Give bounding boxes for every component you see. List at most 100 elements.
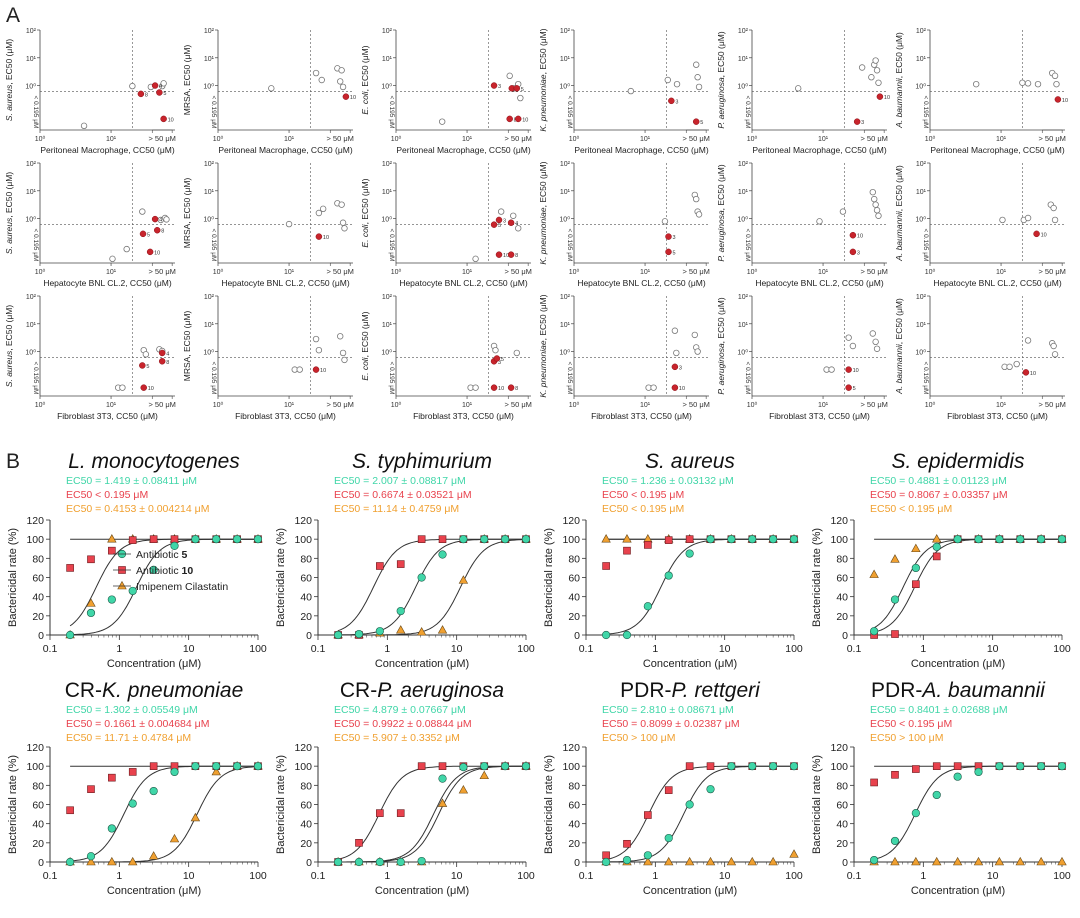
red-point xyxy=(139,362,146,369)
open-point xyxy=(296,366,303,373)
point-label: 3 xyxy=(857,250,860,256)
y-tick-label: 10² xyxy=(560,28,571,35)
antibiotic-5-marker xyxy=(375,627,384,636)
antibiotic-10-marker xyxy=(170,535,179,543)
y-tick-label: 40 xyxy=(836,819,848,831)
open-point xyxy=(319,205,327,213)
y-tick-label: 10⁰ xyxy=(381,349,392,357)
x-tick-label: 10 xyxy=(451,643,463,655)
y-axis-label: K. pneumoniae, EC50 (μM) xyxy=(538,28,548,131)
legend-label: Imipenem Cilastatin xyxy=(136,581,228,593)
ec50-label: EC50 = 0.1661 ± 0.004684 μM xyxy=(66,718,209,730)
y-tick-label: 120 xyxy=(26,742,44,754)
point-label: 10 xyxy=(320,368,326,374)
red-point xyxy=(137,90,145,98)
open-point xyxy=(472,384,479,391)
antibiotic-5-marker xyxy=(911,809,920,818)
open-point xyxy=(312,335,320,343)
point-label: 5 xyxy=(163,91,166,97)
antibiotic-5-marker xyxy=(233,535,242,544)
open-point xyxy=(497,208,505,215)
antibiotic-10-marker xyxy=(664,786,673,794)
antibiotic-5-marker xyxy=(128,586,137,596)
ec50-label: EC50 = 2.810 ± 0.08671 μM xyxy=(602,704,734,716)
open-point xyxy=(1024,337,1032,344)
x-tick-label-high: > 50 μM xyxy=(148,400,175,409)
x-tick-label-high: > 50 μM xyxy=(682,267,709,276)
open-point xyxy=(875,212,882,219)
antibiotic-5-marker xyxy=(459,763,468,772)
imipenem-marker xyxy=(768,856,778,866)
red-point xyxy=(507,251,515,258)
y-tick-label: 80 xyxy=(568,553,580,565)
y-axis-label: E. coli, EC50 (μM) xyxy=(360,311,370,380)
red-point xyxy=(506,115,513,123)
x-tick-label: 10¹ xyxy=(640,402,651,409)
y-tick-label-low: < 0.195 μM xyxy=(922,362,929,395)
x-tick-label: 10¹ xyxy=(284,402,295,409)
point-label: 10 xyxy=(1062,98,1068,104)
x-axis-label: Concentration (μM) xyxy=(643,885,737,897)
x-tick-label: 10⁰ xyxy=(747,401,758,409)
x-tick-label: 10¹ xyxy=(640,136,651,143)
imipenem-marker xyxy=(86,598,96,607)
antibiotic-5-marker xyxy=(602,857,611,867)
open-point xyxy=(873,67,881,74)
antibiotic-5-marker xyxy=(602,630,611,640)
x-tick-label: 100 xyxy=(785,870,803,882)
y-tick-label: 10⁰ xyxy=(915,216,926,224)
ec50-label: EC50 > 100 μM xyxy=(602,732,675,744)
y-tick-label: 100 xyxy=(26,761,44,773)
x-tick-label: 10⁰ xyxy=(391,401,402,409)
open-point xyxy=(1006,363,1013,371)
antibiotic-5-marker xyxy=(890,595,900,604)
x-axis-label: Concentration (μM) xyxy=(375,885,469,897)
open-point xyxy=(129,82,136,90)
x-bracket xyxy=(1041,395,1063,399)
y-tick-label: 80 xyxy=(300,553,312,565)
antibiotic-10-marker xyxy=(128,768,137,776)
x-axis-label: Hepatocyte BNL CL.2, CC50 (μM) xyxy=(399,278,528,288)
imipenem-marker xyxy=(890,554,900,563)
antibiotic-10-marker xyxy=(396,809,405,817)
subplot-title: S. aureus xyxy=(645,450,735,473)
x-bracket xyxy=(151,262,173,266)
x-tick-label-high: > 50 μM xyxy=(504,400,531,409)
x-tick-label: 1 xyxy=(920,870,926,882)
x-tick-label: 0.1 xyxy=(43,643,58,655)
x-tick-label: 10¹ xyxy=(996,136,1007,143)
x-axis-label: Hepatocyte BNL CL.2, CC50 (μM) xyxy=(221,278,350,288)
y-tick-label: 10² xyxy=(204,161,215,168)
y-tick-label: 40 xyxy=(836,592,848,604)
x-tick-label-high: > 50 μM xyxy=(860,267,887,276)
y-tick-label-low: < 0.195 μM xyxy=(388,96,395,129)
antibiotic-5-marker xyxy=(334,857,343,867)
red-point xyxy=(140,384,147,391)
x-axis-label: Concentration (μM) xyxy=(107,885,201,897)
scatter-cell: 10² 10¹ 10⁰ < 0.195 μM 10⁰ 10¹ > 50 μM 5 4 8 10 Hep… xyxy=(4,161,176,288)
red-point xyxy=(151,215,159,223)
antibiotic-5-marker xyxy=(354,857,364,867)
open-point xyxy=(694,348,701,355)
antibiotic-10-marker xyxy=(128,536,137,544)
x-axis-label: Fibroblast 3T3, CC50 (μM) xyxy=(413,411,514,421)
imipenem-marker xyxy=(211,766,221,776)
antibiotic-5-marker xyxy=(86,852,96,861)
antibiotic-5-marker xyxy=(622,855,632,865)
imipenem-marker xyxy=(479,770,489,780)
open-point xyxy=(695,211,703,218)
y-tick-label: 10¹ xyxy=(382,56,393,63)
y-tick-label: 10⁰ xyxy=(25,216,36,224)
open-point xyxy=(513,349,520,357)
dose-response-subplot: CR-P. aeruginosa EC50 = 4.879 ± 0.07667 μ… xyxy=(275,679,535,897)
antibiotic-10-marker xyxy=(355,839,363,847)
imipenem-marker xyxy=(789,849,799,858)
x-bracket xyxy=(151,395,173,399)
x-tick-label-high: > 50 μM xyxy=(682,400,709,409)
scatter-cell: 10² 10¹ 10⁰ < 0.195 μM 10⁰ 10¹ > 50 μM 8 45 10 Per… xyxy=(4,28,176,155)
y-tick-label: 10¹ xyxy=(26,189,37,196)
y-tick-label: 0 xyxy=(574,630,580,642)
y-tick-label: 10² xyxy=(26,294,37,301)
y-tick-label: 10¹ xyxy=(916,189,927,196)
